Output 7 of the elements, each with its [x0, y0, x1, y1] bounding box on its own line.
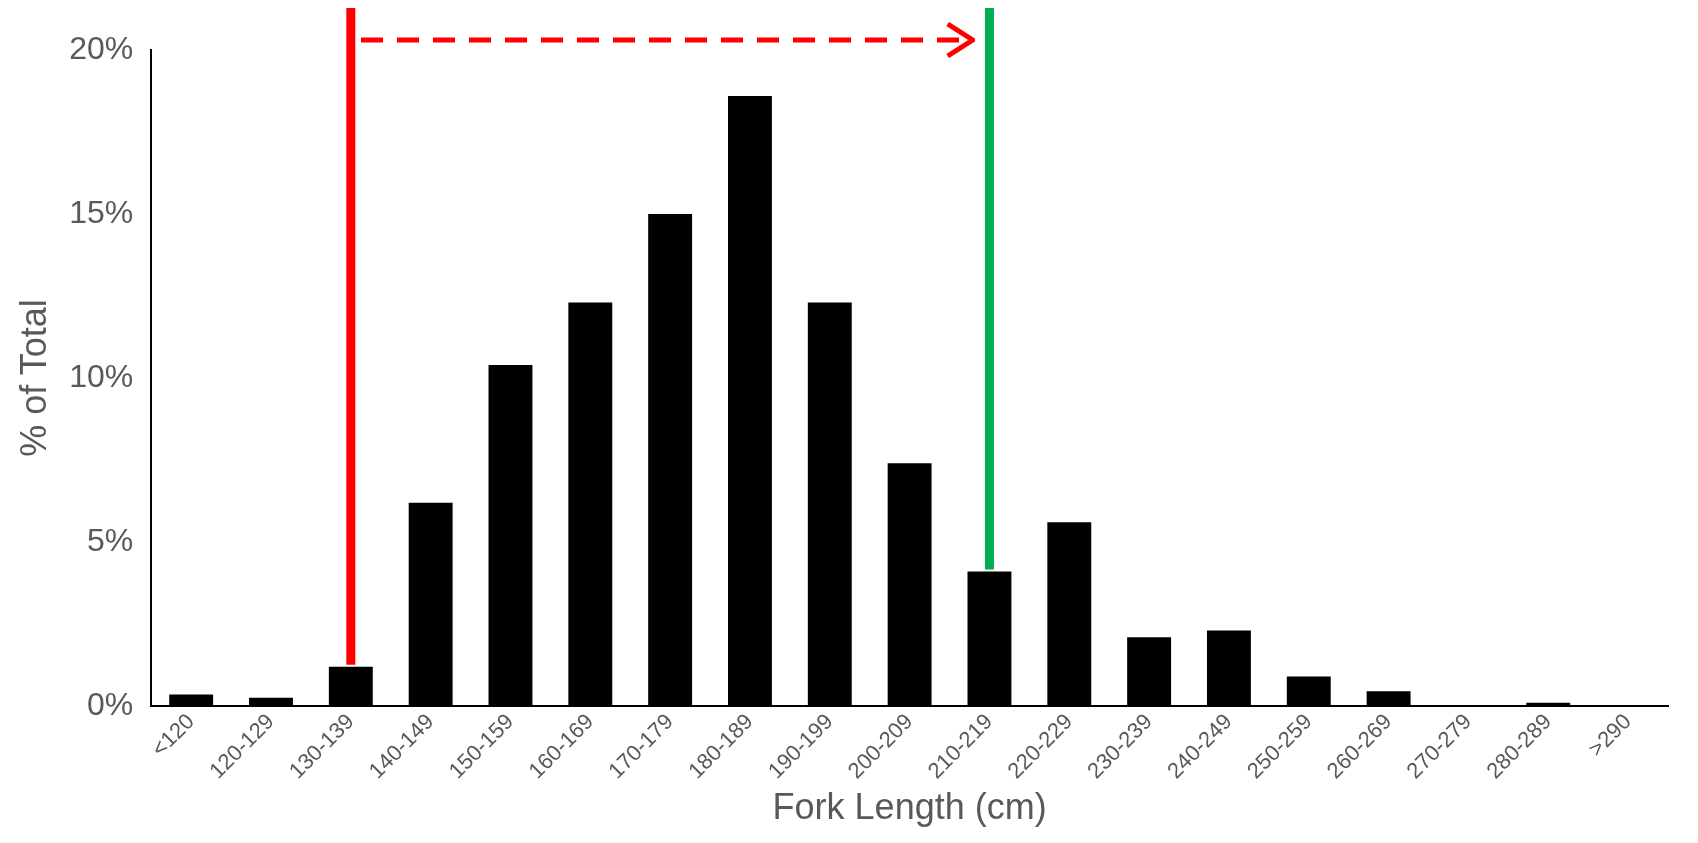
y-tick-label: 0%: [87, 685, 134, 722]
y-tick-label: 10%: [69, 357, 134, 394]
y-tick-label: 15%: [69, 193, 134, 230]
y-axis-title: % of Total: [12, 299, 54, 457]
x-axis-title: Fork Length (cm): [772, 786, 1047, 828]
y-tick-label: 20%: [69, 29, 134, 66]
y-tick-label: 5%: [87, 521, 134, 558]
